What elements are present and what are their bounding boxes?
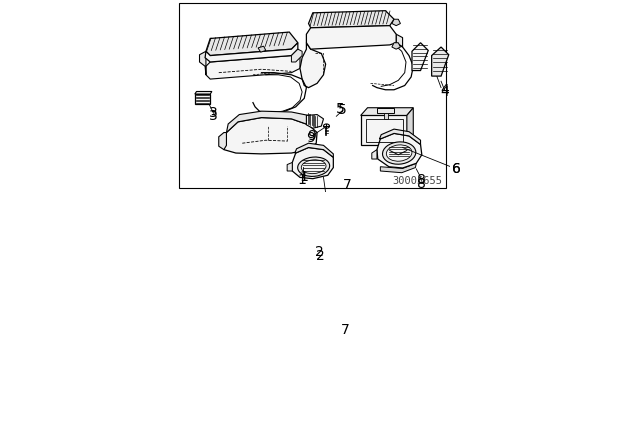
Polygon shape	[392, 19, 401, 26]
Polygon shape	[219, 133, 227, 150]
Text: 6: 6	[452, 162, 460, 176]
Polygon shape	[205, 43, 298, 62]
Polygon shape	[396, 34, 403, 47]
Text: 2: 2	[315, 245, 324, 259]
Polygon shape	[380, 129, 420, 145]
Polygon shape	[206, 49, 300, 79]
Polygon shape	[431, 47, 449, 76]
Polygon shape	[195, 94, 210, 104]
Polygon shape	[361, 108, 413, 116]
Text: 7: 7	[340, 323, 349, 337]
Polygon shape	[224, 117, 317, 154]
Polygon shape	[195, 91, 212, 94]
Polygon shape	[292, 147, 333, 179]
Text: 30005655: 30005655	[392, 177, 442, 186]
Polygon shape	[308, 11, 394, 28]
Text: 5: 5	[336, 102, 345, 116]
Ellipse shape	[323, 124, 330, 128]
Text: 6: 6	[452, 162, 460, 176]
Polygon shape	[206, 32, 298, 56]
Text: 2: 2	[316, 250, 325, 263]
Text: 4: 4	[440, 83, 449, 97]
Ellipse shape	[383, 142, 416, 164]
Ellipse shape	[298, 157, 330, 177]
Text: 4: 4	[440, 85, 449, 99]
Polygon shape	[377, 108, 394, 113]
Text: 7: 7	[342, 178, 351, 192]
Polygon shape	[287, 163, 292, 171]
Polygon shape	[291, 49, 302, 62]
Text: 8: 8	[417, 172, 426, 186]
Polygon shape	[412, 43, 428, 70]
Ellipse shape	[301, 160, 326, 174]
Text: 8: 8	[417, 177, 426, 191]
Polygon shape	[227, 111, 315, 133]
Polygon shape	[392, 43, 401, 49]
Polygon shape	[295, 143, 333, 157]
Text: 5: 5	[339, 103, 347, 117]
Text: 1: 1	[298, 173, 307, 187]
Text: 1: 1	[299, 170, 308, 185]
Ellipse shape	[387, 145, 412, 161]
Polygon shape	[361, 116, 407, 145]
Polygon shape	[377, 134, 422, 168]
Text: 3: 3	[209, 109, 218, 123]
Polygon shape	[372, 150, 377, 159]
Polygon shape	[200, 52, 206, 75]
Polygon shape	[380, 164, 416, 173]
Text: 3: 3	[209, 106, 218, 120]
Polygon shape	[307, 115, 323, 128]
Text: 9: 9	[306, 131, 315, 145]
Polygon shape	[407, 108, 413, 145]
Polygon shape	[300, 43, 326, 88]
Polygon shape	[307, 26, 396, 49]
Text: 9: 9	[307, 129, 316, 143]
Polygon shape	[258, 46, 266, 52]
Polygon shape	[384, 113, 388, 119]
